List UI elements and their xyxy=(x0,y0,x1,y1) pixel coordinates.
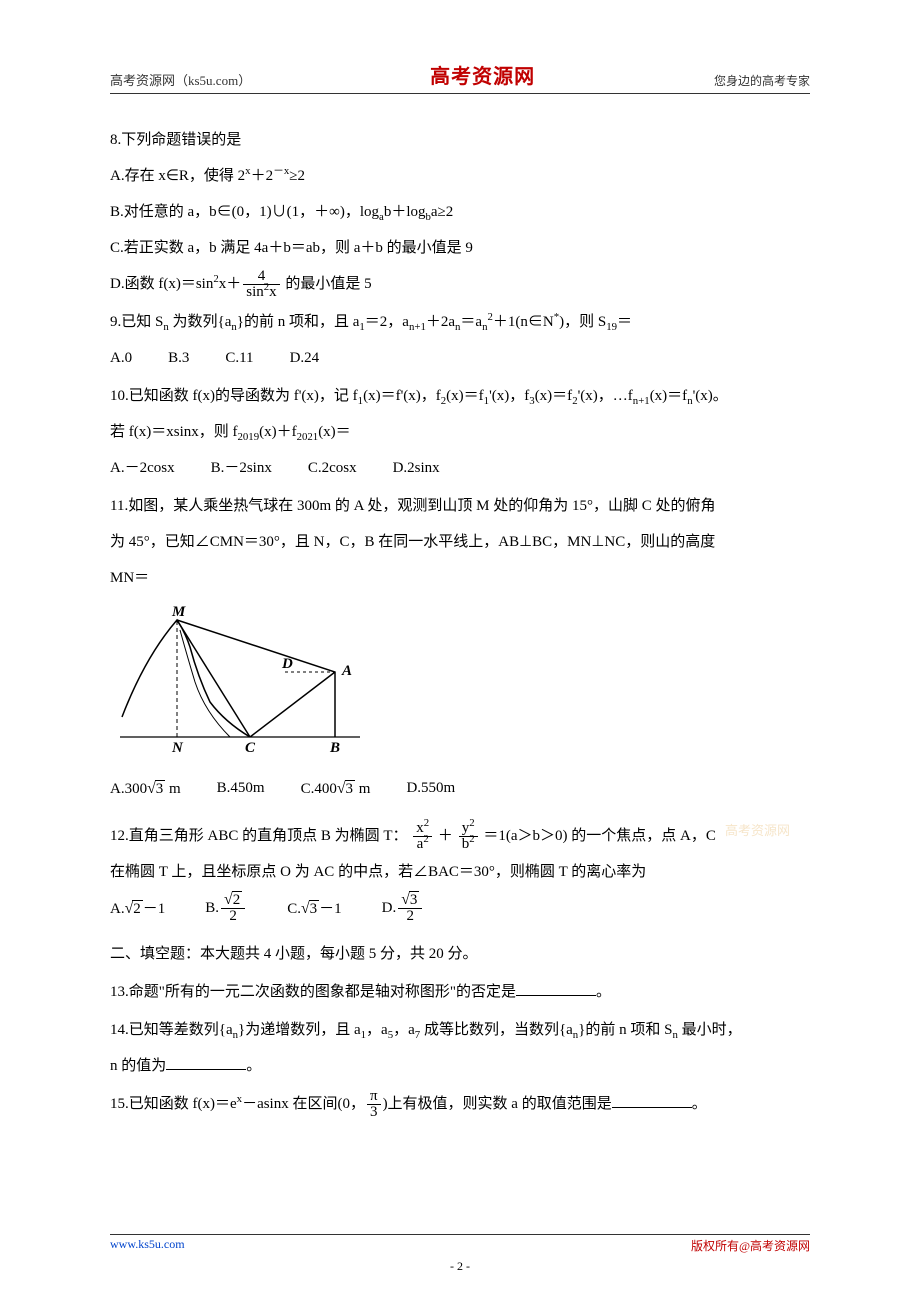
q9-opt-a: A.0 xyxy=(110,340,132,376)
q8-opt-c: C.若正实数 a，b 满足 4a＋b＝ab，则 a＋b 的最小值是 9 xyxy=(110,230,810,266)
q11-figure: M N C B A D xyxy=(110,602,810,766)
q9-opt-d: D.24 xyxy=(290,340,320,376)
q12-opt-a: A.2－1 xyxy=(110,890,165,928)
q10-opt-c: C.2cosx xyxy=(308,450,357,486)
q10-opt-a: A.－2cosx xyxy=(110,450,175,486)
page-header: 高考资源网（ks5u.com） 高考资源网 您身边的高考专家 xyxy=(110,60,810,94)
header-center: 高考资源网 xyxy=(430,60,535,89)
question-14: 14.已知等差数列{an}为递增数列，且 a1，a5，a7 成等比数列，当数列{… xyxy=(110,1012,810,1084)
q9-stem: 9.已知 Sn 为数列{an}的前 n 项和，且 a1＝2，an+1＋2an＝a… xyxy=(110,304,810,340)
q14-blank xyxy=(166,1056,246,1070)
q12-opt-b: B.22 xyxy=(205,890,247,928)
question-8: 8.下列命题错误的是 A.存在 x∈R，使得 2x＋2－x≥2 B.对任意的 a… xyxy=(110,122,810,302)
q8-stem: 8.下列命题错误的是 xyxy=(110,122,810,158)
q10-line2: 若 f(x)＝xsinx，则 f2019(x)＋f2021(x)＝ xyxy=(110,414,810,450)
q11-line1: 11.如图，某人乘坐热气球在 300m 的 A 处，观测到山顶 M 处的仰角为 … xyxy=(110,488,810,524)
q12-opt-c: C.3－1 xyxy=(287,890,341,928)
q14-line2: n 的值为。 xyxy=(110,1048,810,1084)
q12-line2: 在椭圆 T 上，且坐标原点 O 为 AC 的中点，若∠BAC＝30°，则椭圆 T… xyxy=(110,854,810,890)
q11-opt-d: D.550m xyxy=(406,770,455,808)
q10-options: A.－2cosx B.－2sinx C.2cosx D.2sinx xyxy=(110,450,810,486)
q15-blank xyxy=(612,1094,692,1108)
q10-opt-d: D.2sinx xyxy=(393,450,440,486)
page-footer: www.ks5u.com 版权所有@高考资源网 xyxy=(110,1234,810,1254)
footer-url: www.ks5u.com xyxy=(110,1237,185,1254)
question-9: 9.已知 Sn 为数列{an}的前 n 项和，且 a1＝2，an+1＋2an＝a… xyxy=(110,304,810,376)
question-12: 12.直角三角形 ABC 的直角顶点 B 为椭圆 T： x2a2 ＋ y2b2 … xyxy=(110,818,810,928)
q11-line2: 为 45°，已知∠CMN＝30°，且 N，C，B 在同一水平线上，AB⊥BC，M… xyxy=(110,524,810,560)
page-number: - 2 - xyxy=(0,1259,920,1274)
q10-line1: 10.已知函数 f(x)的导函数为 f'(x)，记 f1(x)＝f'(x)，f2… xyxy=(110,378,810,414)
question-15: 15.已知函数 f(x)＝ex－asinx 在区间(0，π3)上有极值，则实数 … xyxy=(110,1086,810,1122)
footer-copyright: 版权所有@高考资源网 xyxy=(691,1237,810,1254)
q8-frac: 4sin2x xyxy=(241,269,281,300)
mountain-diagram: M N C B A D xyxy=(110,602,370,752)
q12-line1: 12.直角三角形 ABC 的直角顶点 B 为椭圆 T： x2a2 ＋ y2b2 … xyxy=(110,818,810,854)
q11-opt-a: A.3003 m xyxy=(110,770,181,808)
q12-opt-d: D.32 xyxy=(382,890,425,928)
q14-line1: 14.已知等差数列{an}为递增数列，且 a1，a5，a7 成等比数列，当数列{… xyxy=(110,1012,810,1048)
q11-options: A.3003 m B.450m C.4003 m D.550m xyxy=(110,770,810,808)
q12-options: A.2－1 B.22 C.3－1 D.32 xyxy=(110,890,810,928)
q9-opt-b: B.3 xyxy=(168,340,189,376)
question-11: 11.如图，某人乘坐热气球在 300m 的 A 处，观测到山顶 M 处的仰角为 … xyxy=(110,488,810,808)
header-right: 您身边的高考专家 xyxy=(714,72,810,89)
q8-opt-b: B.对任意的 a，b∈(0，1)∪(1，＋∞)，logab＋logba≥2 xyxy=(110,194,810,230)
q8-opt-a: A.存在 x∈R，使得 2x＋2－x≥2 xyxy=(110,158,810,194)
q11-opt-c: C.4003 m xyxy=(301,770,371,808)
svg-text:C: C xyxy=(245,740,256,752)
q8-opt-d: D.函数 f(x)＝sin2x＋4sin2x 的最小值是 5 xyxy=(110,266,810,302)
q10-opt-b: B.－2sinx xyxy=(211,450,272,486)
q9-options: A.0 B.3 C.11 D.24 xyxy=(110,340,810,376)
q9-opt-c: C.11 xyxy=(225,340,253,376)
q13-blank xyxy=(516,982,596,996)
header-left: 高考资源网（ks5u.com） xyxy=(110,70,251,89)
q11-opt-b: B.450m xyxy=(217,770,265,808)
question-13: 13.命题"所有的一元二次函数的图象都是轴对称图形"的否定是。 xyxy=(110,974,810,1010)
content-area: 8.下列命题错误的是 A.存在 x∈R，使得 2x＋2－x≥2 B.对任意的 a… xyxy=(110,122,810,1122)
section-2-heading: 二、填空题：本大题共 4 小题，每小题 5 分，共 20 分。 xyxy=(110,936,810,972)
svg-text:N: N xyxy=(171,740,184,752)
svg-text:M: M xyxy=(171,604,186,620)
svg-text:D: D xyxy=(281,656,293,672)
q11-line3: MN＝ xyxy=(110,560,810,596)
svg-text:B: B xyxy=(329,740,340,752)
svg-text:A: A xyxy=(341,663,352,679)
question-10: 10.已知函数 f(x)的导函数为 f'(x)，记 f1(x)＝f'(x)，f2… xyxy=(110,378,810,486)
